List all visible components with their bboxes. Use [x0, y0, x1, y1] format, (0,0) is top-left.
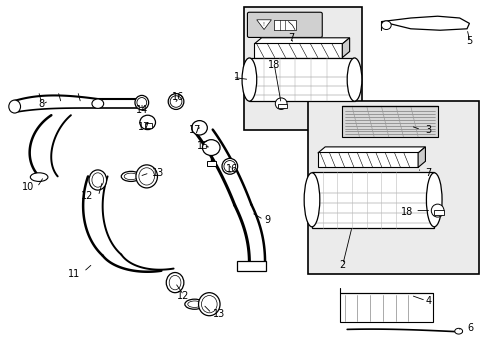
Ellipse shape [89, 170, 106, 190]
Bar [207, 161, 216, 166]
Bar [144, 123, 152, 128]
Ellipse shape [140, 115, 155, 130]
Ellipse shape [346, 58, 361, 101]
Bar [307, 101, 478, 274]
Text: 12: 12 [81, 191, 93, 201]
Bar [249, 58, 354, 101]
Bar [433, 210, 443, 215]
Polygon shape [381, 16, 468, 30]
Ellipse shape [381, 21, 390, 30]
Text: 9: 9 [264, 215, 270, 225]
Ellipse shape [454, 328, 462, 334]
Bar [254, 43, 342, 58]
Text: 11: 11 [68, 269, 81, 279]
Ellipse shape [92, 173, 103, 187]
Ellipse shape [121, 171, 141, 181]
Ellipse shape [166, 273, 183, 293]
Bar [311, 172, 433, 228]
Bar [273, 20, 284, 30]
Polygon shape [254, 38, 349, 44]
Text: 8: 8 [39, 99, 44, 109]
Ellipse shape [124, 173, 138, 180]
Text: 17: 17 [138, 122, 150, 132]
Ellipse shape [92, 99, 103, 108]
Text: 13: 13 [212, 309, 224, 319]
Bar [273, 20, 295, 30]
Text: 5: 5 [466, 36, 471, 46]
Ellipse shape [426, 173, 441, 227]
Text: 12: 12 [177, 291, 189, 301]
Ellipse shape [275, 98, 286, 109]
Bar [317, 152, 417, 167]
Text: 1: 1 [233, 72, 239, 82]
Ellipse shape [169, 275, 181, 290]
Ellipse shape [222, 158, 237, 174]
Text: 15: 15 [196, 141, 209, 151]
Text: 6: 6 [466, 323, 472, 333]
Ellipse shape [170, 96, 182, 107]
Polygon shape [317, 147, 425, 153]
Ellipse shape [187, 301, 201, 307]
Ellipse shape [201, 296, 217, 313]
Polygon shape [342, 38, 349, 58]
Bar [277, 104, 286, 108]
Ellipse shape [184, 299, 204, 309]
Ellipse shape [168, 94, 183, 109]
Ellipse shape [191, 121, 207, 135]
Ellipse shape [430, 204, 443, 217]
Text: 13: 13 [151, 168, 163, 178]
Ellipse shape [198, 293, 220, 316]
Text: 18: 18 [267, 60, 280, 70]
Ellipse shape [137, 98, 146, 108]
Ellipse shape [224, 161, 235, 172]
Text: 14: 14 [135, 105, 148, 115]
Text: 2: 2 [339, 260, 345, 270]
Text: 4: 4 [425, 296, 431, 306]
Ellipse shape [136, 165, 157, 188]
Text: 7: 7 [287, 33, 293, 43]
Text: 16: 16 [172, 92, 184, 102]
Text: 10: 10 [22, 182, 34, 192]
Bar [236, 261, 265, 271]
Bar [244, 7, 361, 130]
Ellipse shape [202, 140, 220, 156]
Text: 18: 18 [400, 207, 412, 217]
Polygon shape [256, 20, 271, 30]
Ellipse shape [139, 168, 154, 185]
Ellipse shape [30, 173, 48, 181]
Ellipse shape [135, 95, 148, 110]
Ellipse shape [304, 173, 319, 227]
Text: 7: 7 [425, 168, 431, 178]
Bar [339, 293, 432, 322]
Text: 17: 17 [189, 125, 202, 135]
Text: !: ! [262, 22, 264, 27]
Polygon shape [417, 147, 425, 167]
FancyBboxPatch shape [247, 12, 322, 37]
Text: 16: 16 [225, 164, 238, 174]
Ellipse shape [9, 100, 20, 113]
Text: 3: 3 [425, 125, 431, 135]
Bar [342, 106, 437, 137]
Ellipse shape [242, 58, 256, 101]
